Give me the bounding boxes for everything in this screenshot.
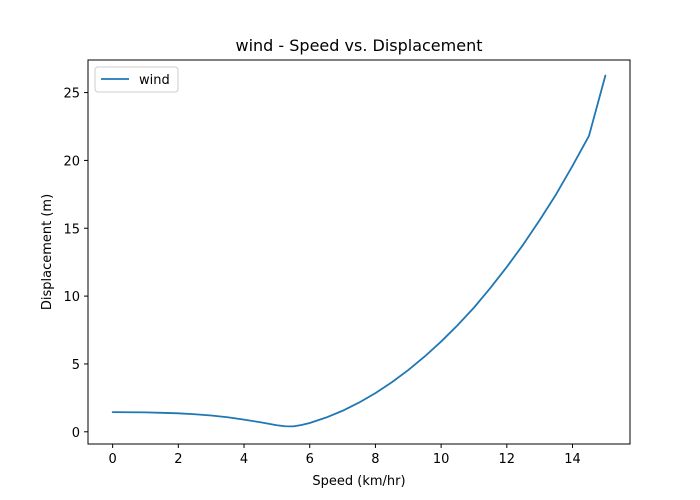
series-line-wind (111, 74, 607, 428)
y-tick-label: 15 (63, 222, 80, 237)
y-tick-label: 10 (63, 290, 80, 305)
x-axis-label: Speed (km/hr) (312, 474, 405, 489)
y-axis: 0 5 10 15 20 25 (63, 87, 88, 441)
x-tick-label: 12 (499, 452, 516, 467)
x-tick-label: 14 (564, 452, 581, 467)
x-tick-label: 2 (174, 452, 182, 467)
y-tick-label: 0 (72, 426, 80, 441)
y-tick-label: 20 (63, 154, 80, 169)
x-axis: 0 2 4 6 8 10 12 14 (108, 444, 581, 467)
x-tick-label: 10 (433, 452, 450, 467)
x-tick-label: 0 (108, 452, 116, 467)
x-tick-label: 6 (306, 452, 314, 467)
y-tick-label: 25 (63, 87, 80, 102)
series-layer (111, 74, 607, 428)
y-tick-label: 5 (72, 358, 80, 373)
legend-label-wind: wind (139, 73, 170, 88)
y-axis-label: Displacement (m) (40, 194, 55, 310)
chart-title: wind - Speed vs. Displacement (236, 36, 483, 55)
legend: wind (94, 66, 179, 93)
x-tick-label: 4 (240, 452, 248, 467)
axes-frame (87, 59, 631, 445)
legend-box (94, 66, 179, 93)
x-tick-label: 8 (371, 452, 379, 467)
plot-area: 0 2 4 6 8 10 12 14 0 5 10 15 20 25 (63, 59, 631, 467)
